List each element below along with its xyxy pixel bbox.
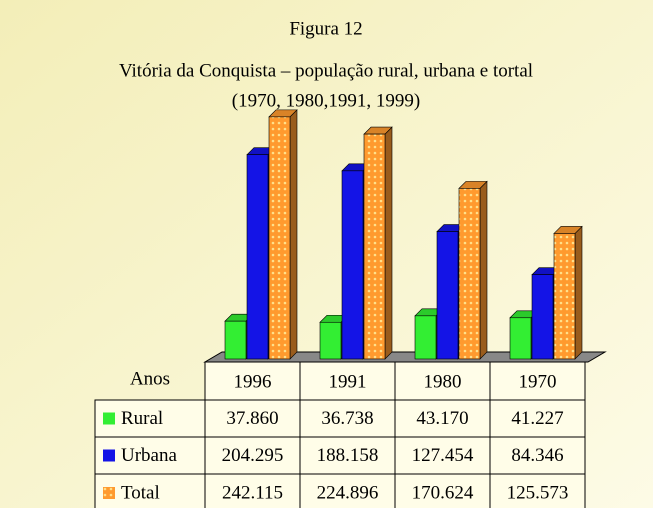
x-tick-label: 1980 — [424, 371, 462, 392]
table-cell — [299, 399, 396, 438]
bar-front — [363, 133, 386, 360]
table-header: Anos — [130, 368, 170, 389]
legend-swatch — [103, 487, 115, 499]
data-label: 84.346 — [511, 445, 563, 466]
bar-side — [574, 225, 583, 360]
bar-front — [246, 154, 269, 360]
data-label: 37.860 — [226, 408, 278, 429]
bar-side — [384, 126, 393, 360]
table-cell — [394, 361, 491, 401]
table-cell — [489, 399, 586, 438]
bar-front — [319, 321, 342, 360]
bar-front — [436, 231, 459, 360]
legend-swatch — [103, 412, 115, 425]
bar-front — [458, 188, 481, 360]
chart-subtitle: (1970, 1980,1991, 1999) — [232, 90, 420, 111]
bar-front — [553, 233, 576, 360]
table-cell — [489, 473, 586, 508]
bar — [553, 225, 583, 360]
chart-subtitle: Vitória da Conquista – população rural, … — [119, 60, 533, 81]
bar-front — [509, 317, 532, 360]
bar — [268, 109, 298, 360]
data-label: 188.158 — [317, 445, 379, 466]
table-cell — [394, 399, 491, 438]
legend-label: Rural — [121, 408, 163, 429]
data-label: 36.738 — [321, 408, 373, 429]
data-label: 41.227 — [511, 408, 563, 429]
table-cell — [204, 473, 301, 508]
table-cell — [299, 361, 396, 401]
bar-front — [224, 320, 247, 360]
bar-side — [479, 180, 488, 360]
legend-swatch — [103, 449, 115, 462]
x-tick-label: 1991 — [329, 371, 367, 392]
bar-front — [414, 315, 437, 360]
table-cell — [299, 436, 396, 475]
bar — [363, 126, 393, 360]
bar-front — [268, 116, 291, 360]
data-label: 127.454 — [412, 445, 474, 466]
table-cell — [489, 361, 586, 401]
bar-front — [531, 274, 554, 360]
chart-title: Figura 12 — [289, 18, 362, 39]
bar — [458, 180, 488, 360]
data-label: 125.573 — [507, 482, 569, 503]
legend-label: Urbana — [121, 445, 177, 466]
bar-front — [341, 170, 364, 360]
table-cell — [204, 361, 301, 401]
x-tick-label: 1970 — [519, 371, 557, 392]
bar-side — [289, 109, 298, 360]
table-cell — [299, 473, 396, 508]
x-tick-label: 1996 — [234, 371, 272, 392]
data-label: 43.170 — [416, 408, 468, 429]
data-label: 204.295 — [222, 445, 284, 466]
table-cell — [204, 436, 301, 475]
data-label: 242.115 — [222, 482, 283, 503]
data-label: 224.896 — [317, 482, 379, 503]
data-label: 170.624 — [412, 482, 474, 503]
table-cell — [394, 473, 491, 508]
legend-label: Total — [121, 482, 160, 503]
